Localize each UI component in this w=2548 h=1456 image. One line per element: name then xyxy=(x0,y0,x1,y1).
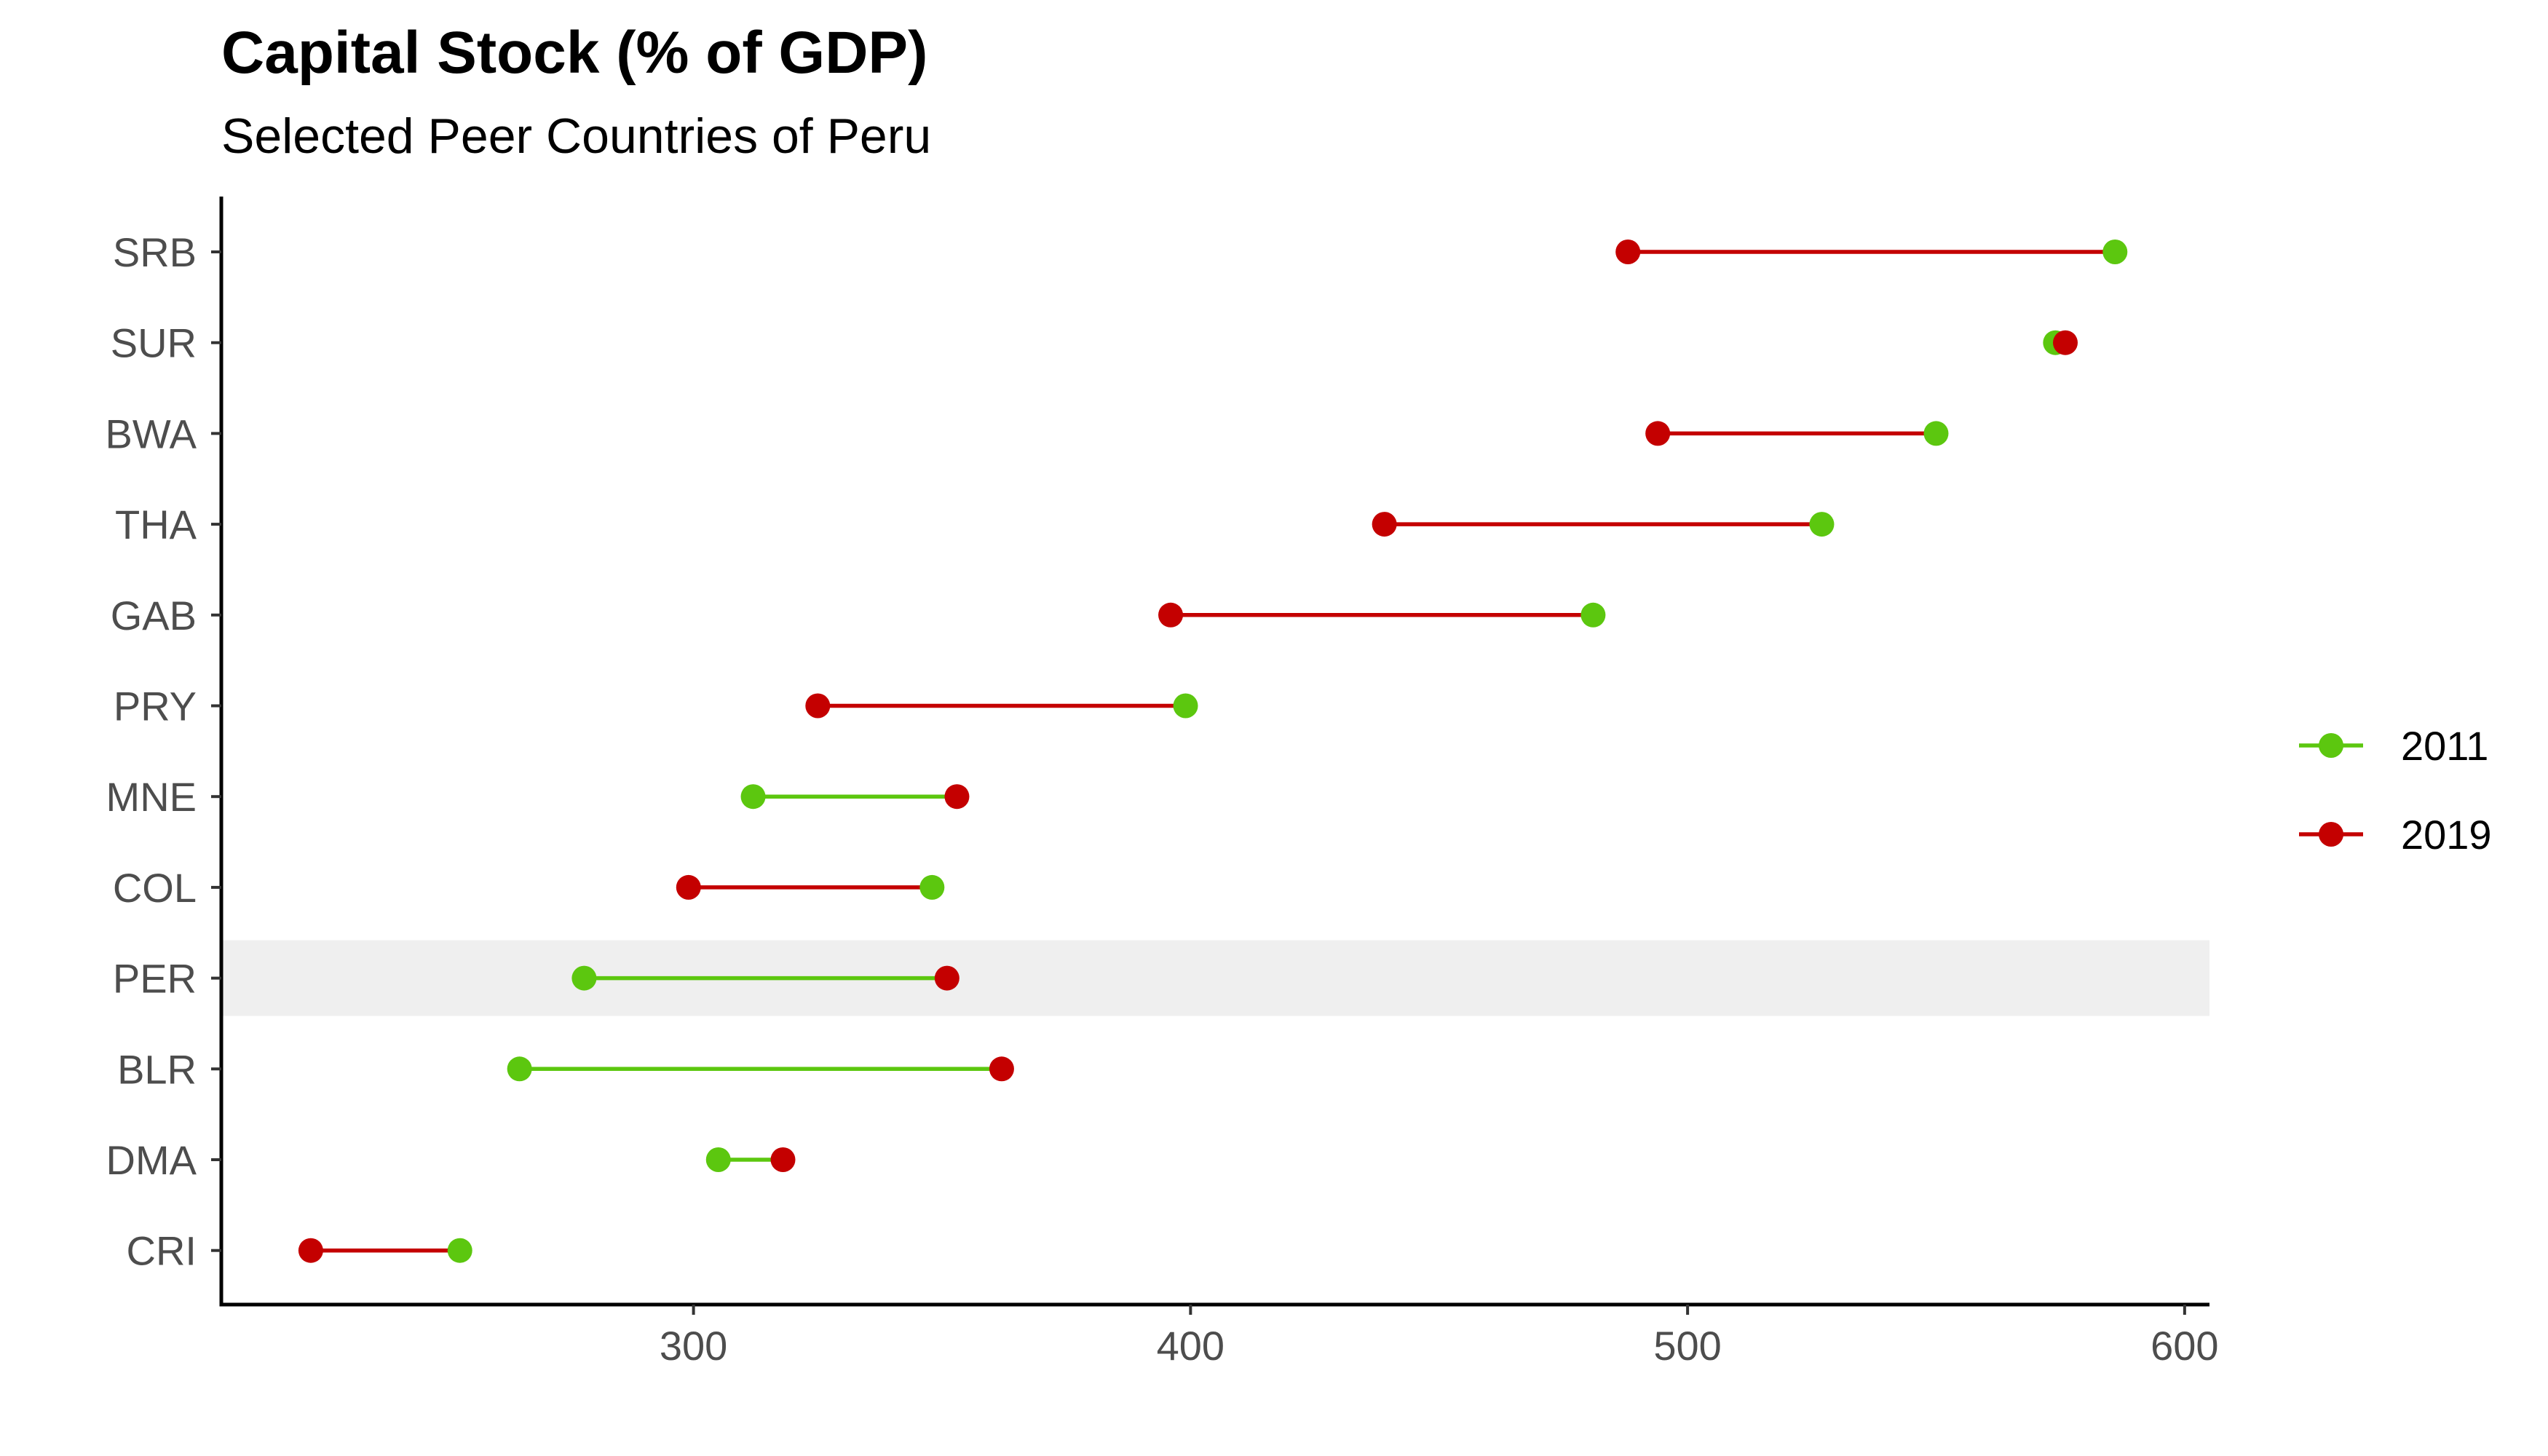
y-tick-label-blr: BLR xyxy=(117,1046,197,1092)
point-layer xyxy=(298,240,2128,1263)
point-2011-dma xyxy=(705,1147,731,1172)
legend-marker-2019 xyxy=(2319,822,2343,847)
point-2011-pry xyxy=(1173,693,1198,719)
legend-label-2011: 2011 xyxy=(2401,723,2488,769)
x-tick-label-300: 300 xyxy=(660,1323,727,1369)
chart-subtitle: Selected Peer Countries of Peru xyxy=(221,108,932,164)
point-2019-pry xyxy=(805,693,831,719)
x-tick-label-400: 400 xyxy=(1157,1323,1224,1369)
axis-layer: SRB SUR BWA THA GAB PRY MNE COL PER BLR DMA CRI 300 4… xyxy=(106,197,2219,1369)
y-tick-label-bwa: BWA xyxy=(106,411,197,456)
highlight-band-per xyxy=(221,940,2209,1016)
point-2019-gab xyxy=(1158,602,1184,628)
y-tick-label-sur: SUR xyxy=(111,320,197,366)
point-2019-dma xyxy=(770,1147,796,1172)
point-2011-bwa xyxy=(1923,421,1949,446)
x-tick-label-500: 500 xyxy=(1653,1323,1721,1369)
y-tick-label-per: PER xyxy=(113,956,197,1002)
highlight-band-layer xyxy=(221,940,2209,1016)
point-2011-per xyxy=(571,965,597,991)
legend-label-2019: 2019 xyxy=(2401,812,2492,858)
point-2011-gab xyxy=(1580,602,1606,628)
y-tick-label-tha: THA xyxy=(115,502,197,547)
point-2019-col xyxy=(676,874,701,900)
y-tick-label-dma: DMA xyxy=(106,1137,197,1183)
segment-layer xyxy=(310,250,2116,1253)
point-2011-blr xyxy=(507,1056,532,1082)
point-2019-cri xyxy=(298,1238,323,1263)
chart-title: Capital Stock (% of GDP) xyxy=(221,20,928,86)
legend: 2011 2019 xyxy=(2299,723,2492,858)
y-tick-label-srb: SRB xyxy=(113,229,197,275)
y-tick-label-pry: PRY xyxy=(114,684,197,729)
point-2011-cri xyxy=(447,1238,472,1263)
point-2011-mne xyxy=(740,784,766,810)
point-2011-srb xyxy=(2102,240,2128,264)
point-2019-bwa xyxy=(1645,421,1671,446)
x-tick-label-600: 600 xyxy=(2151,1323,2218,1369)
legend-marker-2011 xyxy=(2319,733,2343,758)
y-tick-label-gab: GAB xyxy=(111,593,197,638)
point-2019-mne xyxy=(944,784,970,810)
y-tick-label-mne: MNE xyxy=(106,774,197,820)
point-2011-col xyxy=(919,874,945,900)
point-2019-tha xyxy=(1372,512,1397,537)
point-2019-sur xyxy=(2053,330,2078,355)
point-2019-blr xyxy=(989,1056,1014,1082)
y-tick-label-col: COL xyxy=(113,865,197,911)
point-2019-srb xyxy=(1615,240,1641,264)
y-tick-label-cri: CRI xyxy=(127,1228,197,1274)
point-2019-per xyxy=(934,965,960,991)
point-2011-tha xyxy=(1809,512,1835,537)
